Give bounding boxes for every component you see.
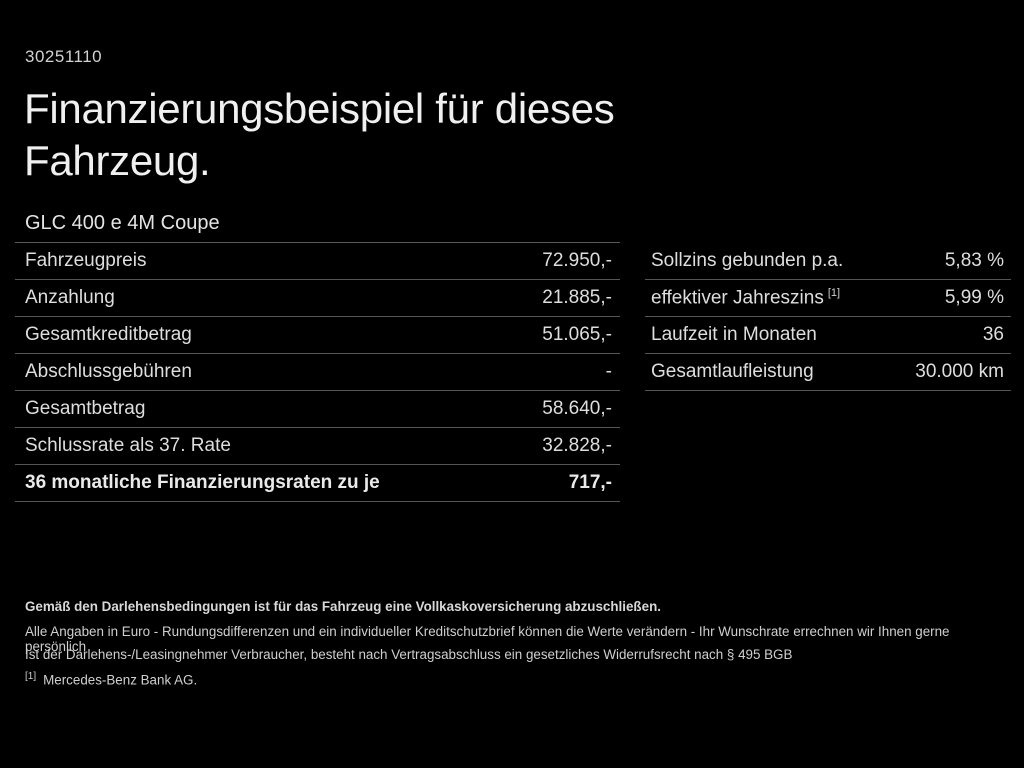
table-row: Fahrzeugpreis 72.950,- — [15, 243, 620, 280]
table-row: Schlussrate als 37. Rate 32.828,- — [15, 428, 620, 465]
row-label: effektiver Jahreszins [1] — [651, 286, 841, 309]
footnote-insurance: Gemäß den Darlehensbedingungen ist für d… — [25, 599, 661, 614]
reference-number: 30251110 — [25, 47, 103, 66]
footnote-bank: [1] Mercedes-Benz Bank AG. — [25, 671, 1000, 687]
row-value: 717,- — [568, 472, 612, 493]
row-label: Abschlussgebühren — [25, 361, 192, 382]
table-row-monthly-rate: 36 monatliche Finanzierungsraten zu je 7… — [15, 465, 620, 502]
footnote-bank-text: Mercedes-Benz Bank AG. — [43, 672, 198, 688]
table-row: Abschlussgebühren - — [15, 354, 620, 391]
row-value: 36 — [982, 324, 1004, 345]
row-label: Laufzeit in Monaten — [651, 324, 817, 345]
table-row: Gesamtkreditbetrag 51.065,- — [15, 317, 620, 354]
footnote-disclaimer-values: Alle Angaben in Euro - Rundungsdifferenz… — [25, 624, 950, 654]
row-label: 36 monatliche Finanzierungsraten zu je — [25, 472, 380, 493]
table-row: Laufzeit in Monaten 36 — [645, 317, 1011, 354]
row-label: Gesamtlaufleistung — [651, 361, 814, 382]
row-value: 32.828,- — [542, 435, 612, 456]
conditions-table: Sollzins gebunden p.a. 5,83 % effektiver… — [645, 243, 1011, 391]
row-value: 5,83 % — [944, 250, 1004, 271]
row-value: - — [605, 361, 612, 382]
row-label: Sollzins gebunden p.a. — [651, 250, 844, 271]
row-value: 58.640,- — [542, 398, 612, 419]
row-label: Fahrzeugpreis — [25, 250, 147, 271]
table-row: Gesamtlaufleistung 30.000 km — [645, 354, 1011, 391]
footnote-marker: [1] — [25, 671, 37, 682]
finance-table: Fahrzeugpreis 72.950,- Anzahlung 21.885,… — [15, 242, 620, 502]
row-value: 72.950,- — [542, 250, 612, 271]
row-value: 5,99 % — [944, 287, 1004, 308]
table-row: Anzahlung 21.885,- — [15, 280, 620, 317]
row-value: 51.065,- — [542, 324, 612, 345]
footnote-marker: [1] — [827, 286, 841, 299]
footnote-disclaimer-withdrawal: Ist der Darlehens-/Leasingnehmer Verbrau… — [25, 647, 793, 662]
page-title: Finanzierungsbeispiel für dieses Fahrzeu… — [24, 85, 615, 185]
row-value: 30.000 km — [915, 361, 1004, 382]
table-row: Sollzins gebunden p.a. 5,83 % — [645, 243, 1011, 280]
table-row: effektiver Jahreszins [1] 5,99 % — [645, 280, 1011, 317]
row-label: Schlussrate als 37. Rate — [25, 435, 231, 456]
row-label: Anzahlung — [25, 287, 115, 308]
row-label: Gesamtkreditbetrag — [25, 324, 192, 345]
row-label: Gesamtbetrag — [25, 398, 146, 419]
row-value: 21.885,- — [542, 287, 612, 308]
table-row: Gesamtbetrag 58.640,- — [15, 391, 620, 428]
vehicle-name: GLC 400 e 4M Coupe — [25, 212, 220, 234]
